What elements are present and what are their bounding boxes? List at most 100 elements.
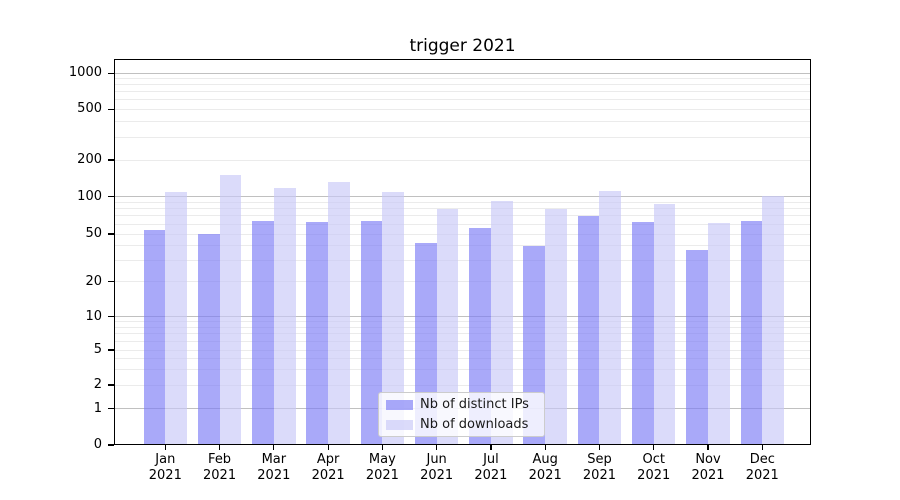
legend-swatch-distinct-ips (386, 399, 413, 410)
x-tick-label: Sep 2021 (571, 452, 627, 484)
minor-gridline (114, 326, 811, 328)
x-tick-year: 2021 (637, 468, 671, 483)
y-tick-mark (107, 72, 114, 74)
x-tick-label: Dec 2021 (734, 452, 790, 484)
x-tick-mark (164, 444, 166, 450)
x-tick-year: 2021 (365, 468, 399, 483)
x-tick-label: Oct 2021 (626, 452, 682, 484)
x-tick-year: 2021 (420, 468, 454, 483)
bar-distinct-ips-nov (686, 249, 708, 445)
y-tick-label: 100 (77, 188, 102, 204)
y-tick-label: 1 (93, 400, 102, 416)
minor-gridline (114, 91, 811, 93)
y-tick-label: 200 (77, 152, 102, 167)
major-gridline (114, 196, 811, 198)
x-tick-label: Feb 2021 (192, 452, 248, 484)
minor-gridline (114, 84, 811, 86)
bar-downloads-aug (545, 209, 567, 445)
y-tick-mark (107, 407, 114, 410)
minor-gridline (114, 245, 811, 247)
x-tick-mark (598, 444, 601, 450)
x-tick-mark (436, 444, 438, 450)
bar-downloads-jan (165, 191, 187, 445)
x-tick-mark (218, 444, 221, 450)
x-tick-year: 2021 (745, 468, 779, 483)
y-tick-label: 5 (93, 342, 102, 357)
x-tick-year: 2021 (691, 468, 725, 483)
y-tick-mark (107, 316, 114, 318)
bar-downloads-oct (653, 203, 676, 445)
y-tick-label: 0 (93, 437, 102, 452)
x-tick-label: Mar 2021 (246, 452, 302, 484)
y-tick-mark (107, 444, 114, 446)
bar-distinct-ips-dec (740, 220, 763, 445)
minor-gridline (114, 333, 811, 335)
minor-gridline (114, 208, 811, 210)
minor-gridline (114, 260, 811, 262)
bar-downloads-jul (490, 200, 513, 445)
bar-distinct-ips-feb (197, 234, 220, 445)
bar-downloads-jun (436, 208, 459, 445)
y-tick-mark (107, 196, 114, 198)
y-tick-label: 50 (85, 226, 102, 241)
bar-downloads-feb (219, 175, 242, 445)
major-gridline (114, 72, 811, 74)
minor-gridline (114, 121, 811, 123)
minor-gridline (114, 78, 811, 80)
minor-gridline (114, 340, 811, 342)
x-tick-label: Aug 2021 (517, 452, 573, 484)
x-tick-mark (544, 444, 546, 450)
chart-title: trigger 2021 (409, 36, 516, 56)
bar-distinct-ips-jul (469, 227, 491, 445)
bar-downloads-may (382, 191, 405, 445)
bar-distinct-ips-sep (577, 215, 600, 445)
x-tick-year: 2021 (311, 468, 345, 483)
minor-gridline (114, 201, 811, 203)
bar-downloads-mar (273, 187, 296, 445)
x-tick-mark (653, 444, 655, 450)
x-tick-label: Apr 2021 (300, 452, 356, 484)
y-tick-mark (107, 233, 114, 235)
bar-distinct-ips-apr (306, 222, 329, 445)
x-tick-label: Nov 2021 (680, 452, 736, 484)
x-tick-year: 2021 (528, 468, 562, 483)
minor-gridline (114, 281, 811, 283)
legend-label-distinct-ips: Nb of distinct IPs (420, 397, 529, 412)
bar-distinct-ips-may (360, 220, 383, 445)
x-tick-label: May 2021 (354, 452, 410, 484)
bar-distinct-ips-jan (143, 229, 166, 445)
minor-gridline (114, 321, 811, 323)
x-tick-mark (761, 444, 763, 450)
x-tick-label: Jun 2021 (409, 452, 465, 484)
minor-gridline (114, 358, 811, 360)
minor-gridline (114, 384, 811, 386)
x-tick-year: 2021 (203, 468, 237, 483)
bar-downloads-apr (328, 182, 350, 445)
bar-distinct-ips-oct (632, 222, 654, 445)
y-tick-label: 1000 (68, 65, 102, 81)
y-tick-mark (107, 281, 114, 283)
y-tick-mark (107, 384, 114, 386)
y-tick-label: 500 (77, 101, 102, 117)
y-tick-mark (107, 159, 114, 161)
minor-gridline (114, 233, 811, 235)
legend-item-downloads: Nb of downloads (379, 417, 544, 432)
x-tick-label: Jul 2021 (463, 452, 519, 484)
y-tick-label: 10 (85, 308, 102, 324)
legend-label-downloads: Nb of downloads (420, 417, 529, 432)
legend: Nb of distinct IPs Nb of downloads (378, 392, 545, 437)
minor-gridline (114, 108, 811, 110)
x-tick-mark (490, 444, 492, 450)
legend-item-distinct-ips: Nb of distinct IPs (379, 397, 544, 412)
minor-gridline (114, 137, 811, 139)
x-tick-year: 2021 (257, 468, 291, 483)
minor-gridline (114, 223, 811, 225)
x-tick-year: 2021 (582, 468, 616, 483)
bar-downloads-dec (762, 196, 784, 445)
bar-downloads-nov (708, 223, 730, 445)
y-tick-mark (107, 349, 114, 351)
x-tick-label: Jan 2021 (137, 452, 193, 484)
y-tick-label: 2 (93, 377, 102, 392)
y-tick-label: 20 (85, 273, 102, 289)
